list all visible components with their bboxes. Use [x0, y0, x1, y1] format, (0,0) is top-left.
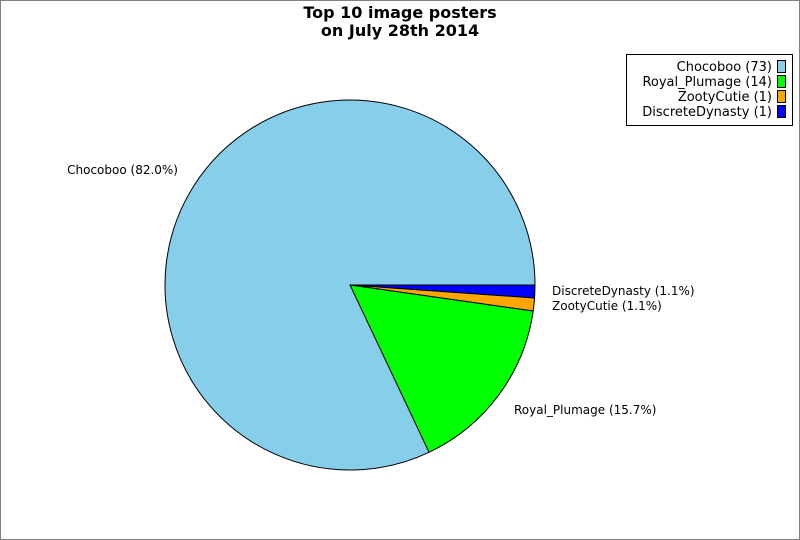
slice-label-discretedynasty: DiscreteDynasty (1.1%) — [552, 284, 695, 298]
legend-label-royal-plumage: Royal_Plumage (14) — [642, 75, 772, 90]
slice-label-zootycutie: ZootyCutie (1.1%) — [552, 299, 662, 313]
slice-label-chocoboo: Chocoboo (82.0%) — [67, 163, 178, 177]
legend-box — [626, 54, 793, 126]
slice-label-royal-plumage: Royal_Plumage (15.7%) — [514, 403, 656, 417]
pie-slices — [164, 99, 536, 471]
pie-slice-royal-plumage — [349, 284, 534, 453]
legend-label-zootycutie: ZootyCutie (1) — [678, 90, 772, 105]
pie-slice-chocoboo — [164, 99, 536, 471]
legend-label-discretedynasty: DiscreteDynasty (1) — [642, 105, 772, 120]
pie-slice-labels: DiscreteDynasty (1.1%)ZootyCutie (1.1%) R… — [67, 163, 694, 417]
legend-label-chocoboo: Chocoboo (73) — [677, 60, 772, 75]
legend-swatch-chocoboo — [777, 60, 786, 73]
legend: Chocoboo (73)Royal_Plumage (14)ZootyCuti… — [626, 54, 793, 126]
legend-swatch-discretedynasty — [777, 105, 786, 118]
chart-title-line-2: on July 28th 2014 — [321, 21, 479, 40]
legend-swatch-royal-plumage — [777, 75, 786, 88]
chart-title-line-1: Top 10 image posters — [303, 3, 496, 22]
legend-swatch-zootycutie — [777, 90, 786, 103]
